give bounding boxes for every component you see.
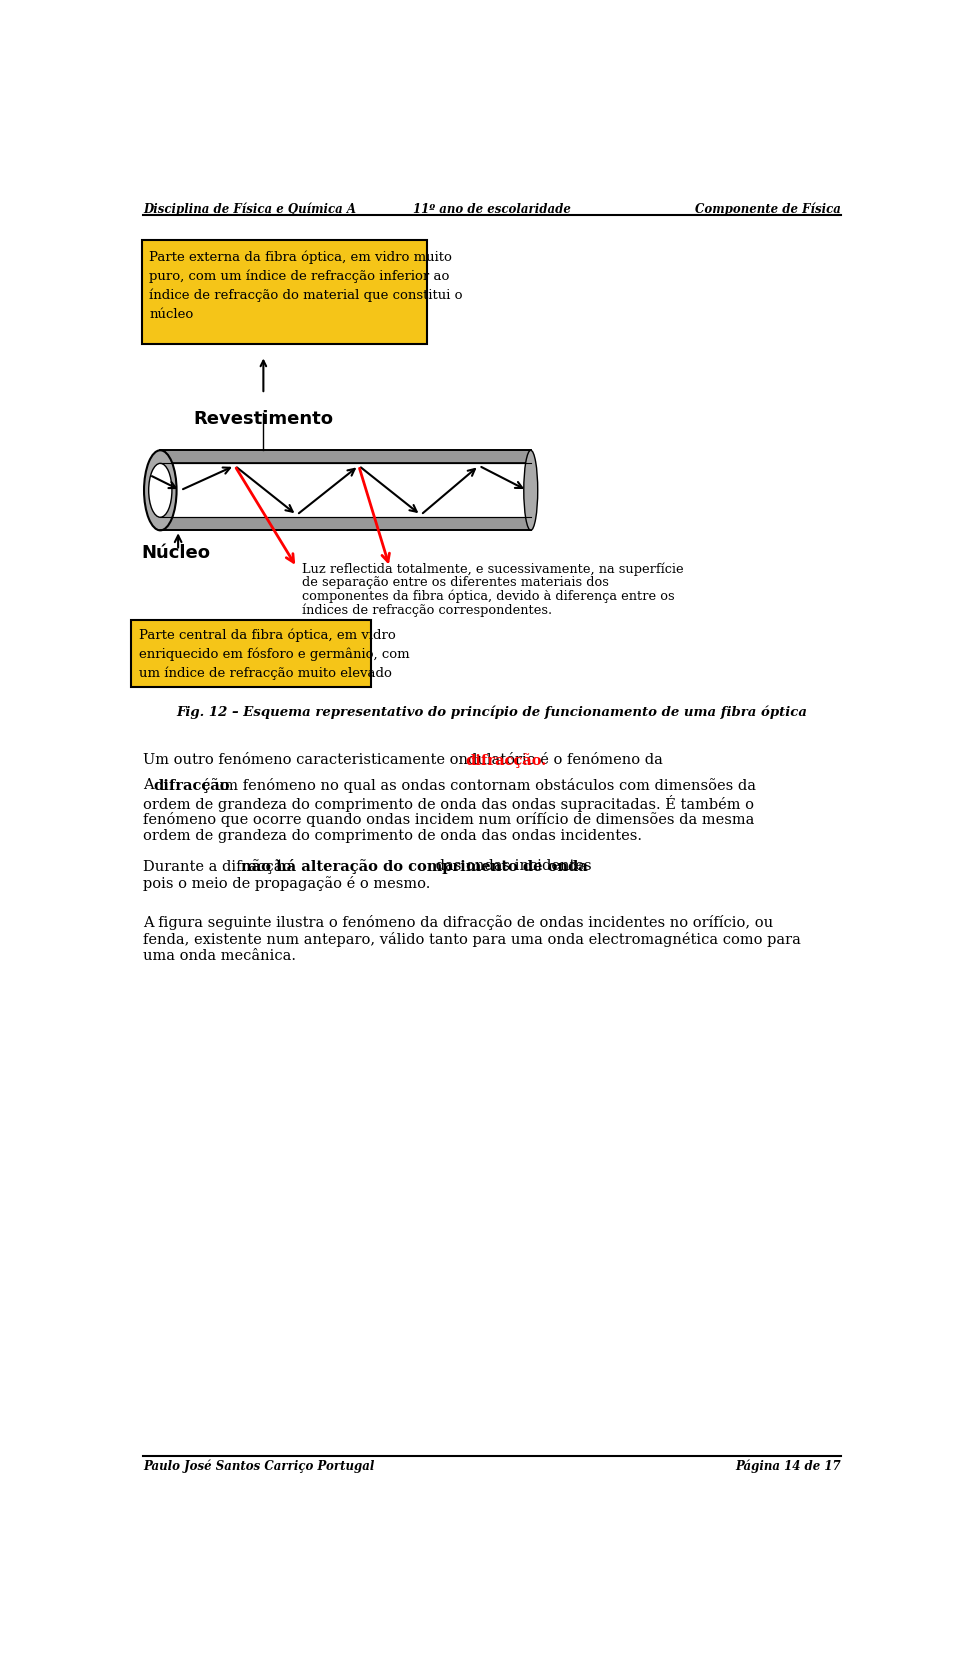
Text: Núcleo: Núcleo [142, 543, 210, 561]
Text: índices de refracção correspondentes.: índices de refracção correspondentes. [302, 604, 552, 617]
Text: é um fenómeno no qual as ondas contornam obstáculos com dimensões da: é um fenómeno no qual as ondas contornam… [197, 778, 756, 793]
Ellipse shape [144, 452, 177, 531]
Text: Parte externa da fibra óptica, em vidro muito
puro, com um índice de refracção i: Parte externa da fibra óptica, em vidro … [150, 250, 463, 321]
Text: ordem de grandeza do comprimento de onda das ondas supracitadas. É também o: ordem de grandeza do comprimento de onda… [143, 794, 755, 811]
Text: fenda, existente num anteparo, válido tanto para uma onda electromagnética como : fenda, existente num anteparo, válido ta… [143, 932, 802, 947]
Text: Revestimento: Revestimento [193, 410, 333, 429]
Text: difracção: difracção [153, 778, 229, 793]
Text: uma onda mecânica.: uma onda mecânica. [143, 948, 297, 962]
Text: Página 14 de 17: Página 14 de 17 [735, 1458, 841, 1471]
Text: ordem de grandeza do comprimento de onda das ondas incidentes.: ordem de grandeza do comprimento de onda… [143, 828, 642, 842]
Text: das ondas incidentes: das ondas incidentes [431, 859, 592, 872]
Text: Componente de Física: Componente de Física [695, 202, 841, 217]
Text: não há alteração do comprimento de onda: não há alteração do comprimento de onda [241, 859, 588, 874]
Text: A figura seguinte ilustra o fenómeno da difracção de ondas incidentes no orífíci: A figura seguinte ilustra o fenómeno da … [143, 914, 774, 928]
Text: pois o meio de propagação é o mesmo.: pois o meio de propagação é o mesmo. [143, 875, 431, 890]
Bar [131, 621, 372, 688]
Ellipse shape [149, 463, 172, 518]
Text: Paulo José Santos Carriço Portugal: Paulo José Santos Carriço Portugal [143, 1458, 374, 1471]
Text: fenómeno que ocorre quando ondas incidem num orífício de dimensões da mesma: fenómeno que ocorre quando ondas incidem… [143, 811, 755, 826]
Text: difracção.: difracção. [466, 753, 547, 768]
Text: Durante a difracção: Durante a difracção [143, 859, 297, 874]
Ellipse shape [524, 452, 538, 531]
Bar [142, 242, 427, 344]
Text: Luz reflectida totalmente, e sucessivamente, na superfície: Luz reflectida totalmente, e sucessivame… [302, 561, 684, 576]
Text: A: A [143, 778, 158, 791]
Text: Fig. 12 – Esquema representativo do princípio de funcionamento de uma fibra ópti: Fig. 12 – Esquema representativo do prin… [177, 705, 807, 718]
Bar [160, 518, 531, 531]
Text: Disciplina de Física e Química A: Disciplina de Física e Química A [143, 202, 356, 217]
Text: 11º ano de escolaridade: 11º ano de escolaridade [413, 204, 571, 215]
Text: componentes da fibra óptica, devido à diferença entre os: componentes da fibra óptica, devido à di… [302, 589, 675, 602]
Bar [160, 452, 531, 463]
Bar [160, 463, 531, 518]
Text: Parte central da fibra óptica, em vidro
enriquecido em fósforo e germânio, com
u: Parte central da fibra óptica, em vidro … [138, 627, 409, 680]
Text: de separação entre os diferentes materiais dos: de separação entre os diferentes materia… [302, 576, 609, 589]
Text: Um outro fenómeno caracteristicamente ondulatório é o fenómeno da: Um outro fenómeno caracteristicamente on… [143, 753, 668, 766]
